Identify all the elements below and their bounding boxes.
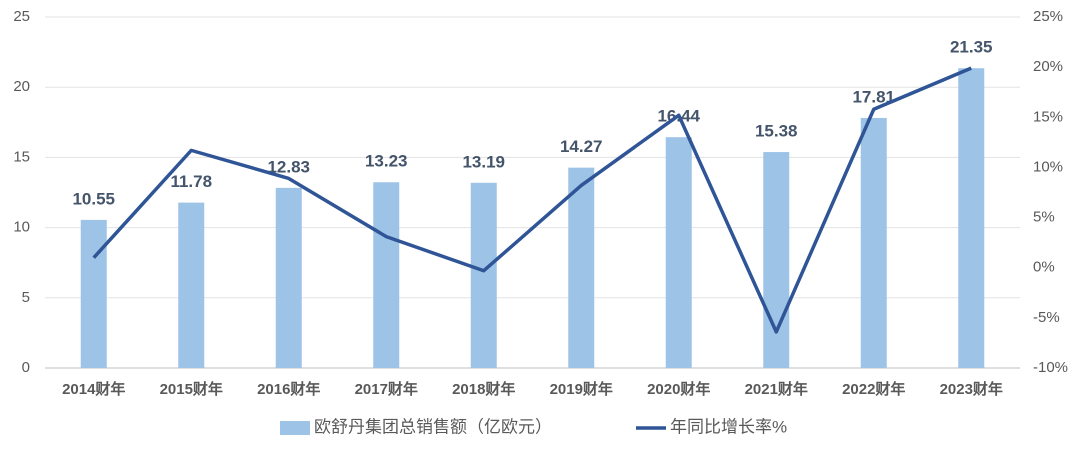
value-label: 10.55 [72,189,115,208]
y2-tick-label: 20% [1033,58,1063,75]
x-tick-label: 2022财年 [842,380,905,398]
value-label: 11.78 [170,172,212,191]
value-label: 13.19 [462,152,505,171]
x-tick-label: 2016财年 [257,380,320,398]
y2-tick-label: 10% [1033,158,1063,175]
legend-swatch [280,421,310,435]
x-tick-label: 2019财年 [550,380,613,398]
line [92,66,972,334]
bar [275,187,302,368]
y2-tick-label: 5% [1033,209,1055,226]
value-label: 15.38 [755,122,798,141]
value-label: 21.35 [950,38,993,57]
x-tick-label: 2014财年 [62,380,125,398]
x-tick-label: 2021财年 [745,380,808,398]
value-label: 13.23 [365,152,408,171]
bar [763,152,790,368]
y-tick-label: 15 [13,148,30,165]
y2-tick-label: -10% [1033,359,1068,376]
bar [958,68,985,368]
value-label: 17.81 [852,87,895,106]
bar [470,182,497,368]
y-tick-label: 10 [13,219,30,236]
value-label: 14.27 [560,137,603,156]
bar [80,219,107,368]
bar [178,202,205,368]
y2-tick-label: -5% [1033,309,1060,326]
y-tick-label: 0 [22,359,30,376]
value-label: 12.83 [267,157,310,176]
x-tick-label: 2023财年 [940,380,1003,398]
x-tick-label: 2015财年 [160,380,223,398]
y-tick-label: 25 [13,8,30,25]
y2-tick-label: 15% [1033,108,1063,125]
legend-label: 欧舒丹集团总销售额（亿欧元） [314,417,552,436]
bar [568,167,595,368]
bar [373,182,400,368]
x-tick-label: 2020财年 [647,380,710,398]
bar [665,137,692,368]
bar [860,117,887,368]
legend-label: 年同比增长率% [670,417,787,436]
y2-tick-label: 25% [1033,8,1063,25]
y-tick-label: 20 [13,78,30,95]
y-tick-label: 5 [22,289,30,306]
y2-tick-label: 0% [1033,259,1055,276]
x-tick-label: 2017财年 [355,380,418,398]
x-tick-label: 2018财年 [452,380,515,398]
